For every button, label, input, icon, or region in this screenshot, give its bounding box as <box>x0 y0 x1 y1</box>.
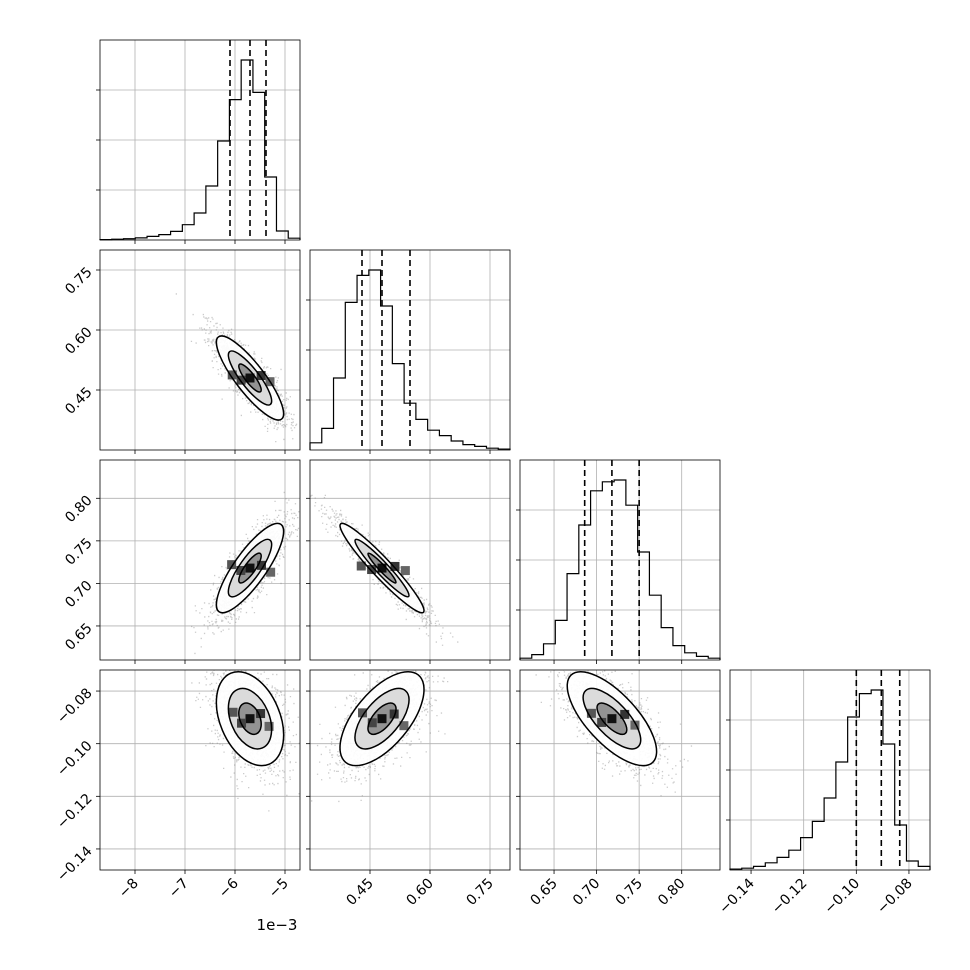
contour-line <box>339 670 425 767</box>
y-tick-label: 0.75 <box>62 264 95 297</box>
density-cell <box>597 717 607 727</box>
density-cell <box>630 720 640 730</box>
contour-line <box>354 538 410 598</box>
x-tick-label: 0.65 <box>528 876 561 909</box>
panel-frame <box>99 459 301 661</box>
x-tick-label: 0.80 <box>655 876 688 909</box>
density-cell <box>367 718 377 728</box>
x-tick-label: 0.75 <box>463 876 496 909</box>
x-axis-offset-label: 1e−3 <box>257 916 298 934</box>
contour-line <box>367 702 397 736</box>
y-tick-label: −0.14 <box>54 843 96 885</box>
panel-frame <box>99 249 301 451</box>
x-tick-label: −0.12 <box>769 876 811 918</box>
panel-contents <box>310 670 510 870</box>
y-tick-label: 0.75 <box>62 535 95 568</box>
panel-contents <box>100 250 300 450</box>
contour-line <box>354 687 410 750</box>
x-tick-label: 0.75 <box>613 876 646 909</box>
scatter-panel <box>306 669 511 874</box>
contour-line <box>215 335 285 421</box>
density-cell <box>377 563 387 573</box>
panel-frame <box>99 669 301 871</box>
scatter-panel <box>96 669 301 874</box>
x-tick-label: −0.08 <box>874 876 916 918</box>
density-cell <box>607 714 617 724</box>
density-cell <box>389 709 399 719</box>
density-cell <box>236 375 246 385</box>
histogram-step <box>729 689 931 870</box>
panel-frame <box>309 669 511 871</box>
y-tick-label: −0.08 <box>54 685 96 727</box>
x-tick-label: −8 <box>116 876 142 902</box>
density-cell <box>256 709 266 719</box>
density-cell <box>399 721 409 731</box>
density-cell <box>228 707 238 717</box>
scatter-panel <box>306 459 511 664</box>
histogram-panel <box>726 669 931 874</box>
contour-line <box>238 363 262 393</box>
panel-frame <box>309 459 511 661</box>
contour-line <box>596 702 628 736</box>
y-tick-label: −0.10 <box>54 738 96 780</box>
density-cell <box>620 709 630 719</box>
density-cell <box>266 567 276 577</box>
density-cell <box>356 561 366 571</box>
contour-line <box>227 687 273 750</box>
contour-line <box>582 687 642 750</box>
histogram-panel <box>96 39 301 244</box>
histogram-step <box>519 479 721 660</box>
panel-contents <box>100 670 300 870</box>
density-cell <box>400 566 410 576</box>
contour-line <box>238 702 262 736</box>
y-tick-label: 0.60 <box>62 324 95 357</box>
x-tick-label: 0.70 <box>570 876 603 909</box>
scatter-panel <box>96 459 301 664</box>
x-tick-label: −7 <box>166 876 192 902</box>
contour-line <box>215 522 285 614</box>
histogram-panel <box>516 459 721 664</box>
y-tick-label: 0.70 <box>62 578 95 611</box>
density-cell <box>390 561 400 571</box>
y-tick-label: 0.80 <box>62 493 95 526</box>
density-cell <box>367 565 377 575</box>
x-tick-label: 0.45 <box>343 876 376 909</box>
y-tick-label: 0.65 <box>62 620 95 653</box>
histogram-panel <box>306 249 511 454</box>
panel-contents <box>100 460 300 660</box>
density-cell <box>245 373 255 383</box>
contour-line <box>227 350 273 406</box>
density-cell <box>377 714 387 724</box>
density-cell <box>264 721 274 731</box>
contour-line <box>238 552 262 584</box>
x-tick-label: 0.60 <box>403 876 436 909</box>
x-tick-label: −0.14 <box>716 875 758 917</box>
contour-line <box>339 522 425 614</box>
y-tick-label: 0.45 <box>62 384 95 417</box>
contour-line <box>215 670 285 767</box>
panel-contents <box>520 670 720 870</box>
density-cell <box>256 560 266 570</box>
density-cell <box>245 563 255 573</box>
contour-line <box>566 670 658 767</box>
contour-line <box>367 552 397 584</box>
x-tick-label: −5 <box>266 876 292 902</box>
density-cell <box>236 565 246 575</box>
density-cell <box>227 560 237 570</box>
y-tick-label: −0.12 <box>54 791 96 833</box>
histogram-step <box>99 59 301 241</box>
x-tick-label: −6 <box>216 875 242 901</box>
x-tick-label: −0.10 <box>821 876 863 918</box>
density-cell <box>256 371 266 381</box>
scatter-panel <box>516 669 721 874</box>
scatter-panel <box>96 249 301 454</box>
density-cell <box>245 714 255 724</box>
contour-line <box>227 538 273 598</box>
density-cell <box>358 708 368 718</box>
density-cell <box>227 370 237 380</box>
panel-frame <box>519 669 721 871</box>
density-cell <box>586 708 596 718</box>
panel-contents <box>310 460 510 660</box>
